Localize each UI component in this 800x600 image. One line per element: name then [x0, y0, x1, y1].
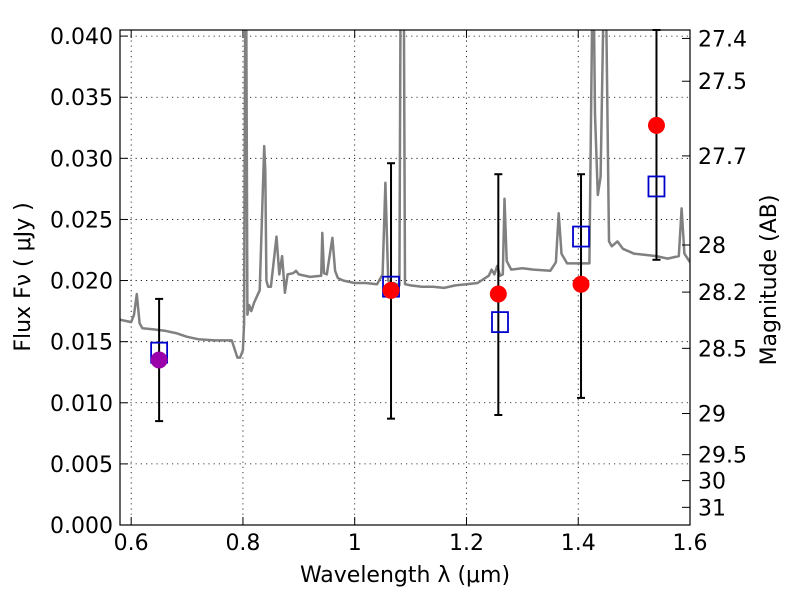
plot-frame [119, 29, 691, 526]
y-tick-label: 0.010 [50, 392, 113, 417]
y-tick-label: 0.020 [50, 270, 113, 295]
x-tick-label: 1 [348, 531, 362, 556]
observed-point [382, 281, 400, 299]
axis-ticks [120, 30, 691, 526]
observed-point [489, 285, 507, 303]
magnitude-tick-label: 28.2 [698, 281, 747, 306]
y2-axis-label: Magnitude (AB) [757, 195, 782, 366]
marker-layer [150, 116, 666, 369]
x-tick-label: 0.8 [225, 531, 260, 556]
y-tick-label: 0.030 [50, 147, 113, 172]
x-tick-label: 0.6 [114, 531, 149, 556]
x-tick-label: 1.6 [673, 531, 708, 556]
y-tick-label: 0.035 [50, 86, 113, 111]
y-tick-label: 0.005 [50, 453, 113, 478]
magnitude-tick-label: 31 [698, 496, 726, 521]
x-tick-label: 1.4 [561, 531, 596, 556]
observed-point [572, 275, 590, 293]
y-tick-label: 0.000 [50, 514, 113, 539]
magnitude-tick-label: 29.5 [698, 444, 747, 469]
observed-point [647, 116, 665, 134]
y-tick-labels: 0.000 0.005 0.010 0.015 0.020 0.025 0.030 0.035… [50, 25, 113, 539]
y-axis-label: Flux Fν ( μJy ) [11, 202, 36, 351]
y-tick-label: 0.025 [50, 208, 113, 233]
magnitude-tick-label: 29 [698, 403, 726, 428]
magnitude-tick-label: 28.5 [698, 337, 747, 362]
magnitude-tick-label: 30 [698, 470, 726, 495]
model-point [647, 175, 666, 198]
model-point [491, 311, 509, 334]
x-tick-label: 1.2 [449, 531, 484, 556]
blend-point [150, 351, 168, 369]
magnitude-tick-label: 27.4 [698, 27, 747, 52]
magnitude-tick-label: 27.5 [698, 70, 747, 95]
magnitude-tick-label: 28 [698, 234, 726, 259]
x-tick-labels: 0.6 0.8 1 1.2 1.4 1.6 [114, 531, 708, 556]
magnitude-tick-label: 27.7 [698, 145, 747, 170]
y-tick-label: 0.040 [50, 25, 113, 50]
model-point [572, 225, 590, 248]
y-tick-label: 0.015 [50, 331, 113, 356]
x-axis-label: Wavelength λ (μm) [300, 563, 510, 588]
